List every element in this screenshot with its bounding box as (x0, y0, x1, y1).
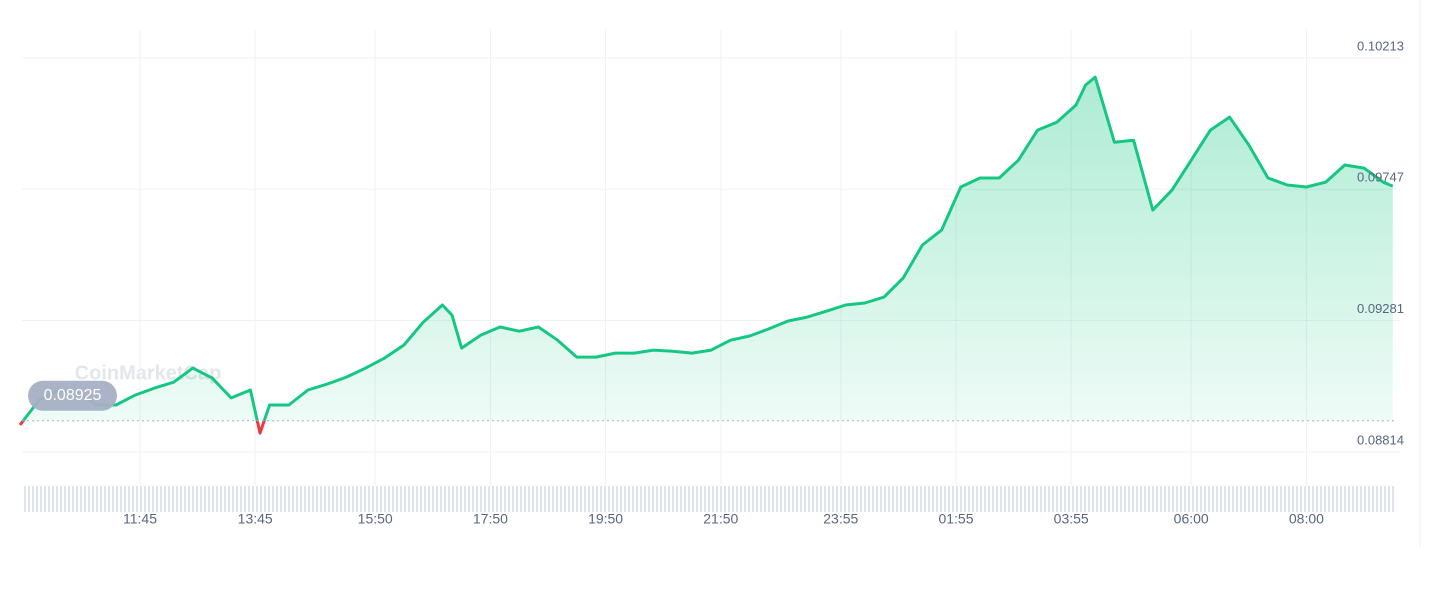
x-tick-label: 13:45 (238, 511, 273, 527)
x-tick-label: 21:50 (703, 511, 738, 527)
y-tick-label: 0.08814 (1357, 432, 1404, 447)
y-tick-label: 0.09281 (1357, 301, 1404, 316)
x-tick-label: 01:55 (938, 511, 973, 527)
area (23, 77, 1393, 421)
y-tick-label: 0.09747 (1357, 170, 1404, 185)
volume-strip (22, 486, 1395, 512)
x-tick-label: 03:55 (1054, 511, 1089, 527)
x-tick-label: 15:50 (358, 511, 393, 527)
baseline-pill (28, 380, 117, 411)
x-tick-label: 19:50 (588, 511, 623, 527)
x-tick-label: 23:55 (823, 511, 858, 527)
price-line (21, 75, 1394, 421)
baseline-label: 0.08925 (44, 387, 102, 404)
y-tick-label: 0.10213 (1357, 38, 1404, 53)
x-tick-label: 06:00 (1174, 511, 1209, 527)
x-tick-label: 17:50 (473, 511, 508, 527)
x-tick-label: 11:45 (123, 511, 157, 527)
x-tick-label: 08:00 (1289, 511, 1324, 527)
